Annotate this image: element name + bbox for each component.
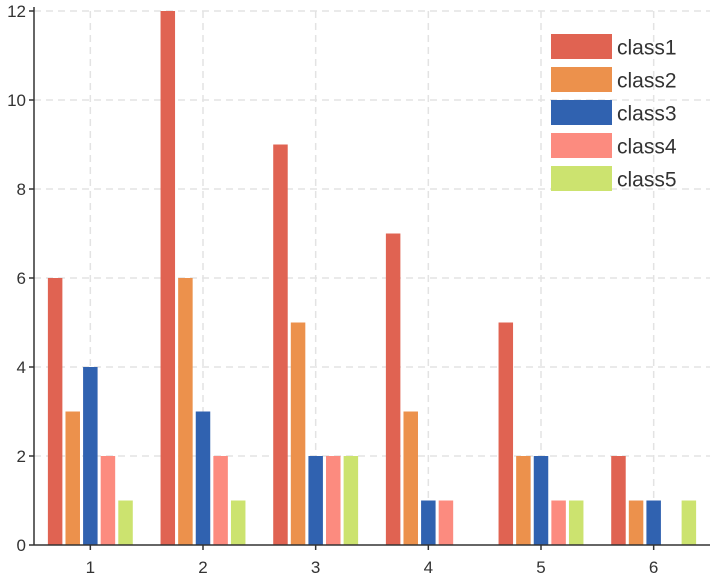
x-tick-label: 5 [536,558,545,577]
bar-class5-2 [230,500,246,545]
x-tick-label: 3 [311,558,320,577]
y-tick-label: 4 [17,358,26,377]
x-tick-label: 2 [198,558,207,577]
legend: class1 class2 class3 class4 class5 [551,34,677,192]
bar-class2-6 [628,500,644,545]
grid [34,10,710,545]
x-tick-label: 1 [86,558,95,577]
bar-class1-3 [273,144,288,545]
bar-class5-6 [681,500,697,545]
bar-class4-3 [326,456,341,545]
x-tick-label: 6 [649,558,658,577]
legend-label-class5: class5 [617,169,677,192]
x-tick-label: 4 [424,558,433,577]
legend-swatch-class5 [551,166,612,191]
bar-class3-6 [646,500,661,545]
legend-label-class2: class2 [617,70,677,93]
bar-class4-2 [213,456,228,545]
y-tick-label: 0 [17,536,26,555]
bar-class4-5 [551,500,566,545]
bar-class1-6 [611,456,626,545]
legend-label-class3: class3 [617,103,677,126]
bar-class3-4 [421,500,436,545]
bar-class5-5 [568,500,584,545]
legend-swatch-class2 [551,67,612,92]
bar-class1-5 [498,322,514,545]
bars [47,11,697,545]
bar-class1-4 [385,233,401,545]
bar-class1-2 [160,11,176,545]
bar-class2-3 [290,322,306,545]
legend-swatch-class3 [551,100,612,125]
bar-class2-2 [178,278,193,545]
bar-class2-4 [403,411,418,545]
bar-class1-1 [47,278,63,545]
bar-class3-3 [308,456,323,545]
y-tick-label: 6 [17,269,26,288]
bar-class3-5 [533,456,549,545]
bar-class2-1 [65,411,80,545]
y-tick-label: 2 [17,447,26,466]
legend-label-class1: class1 [617,37,677,60]
bar-class5-1 [118,500,133,545]
y-tick-label: 12 [7,2,26,21]
legend-swatch-class4 [551,133,612,158]
bar-class4-4 [438,500,454,545]
bar-class4-1 [100,456,116,545]
bar-class5-3 [343,456,359,545]
bar-class3-1 [83,367,98,545]
bar-class3-2 [195,411,211,545]
legend-label-class4: class4 [617,136,677,159]
y-tick-label: 10 [7,91,26,110]
bar-class2-5 [516,456,531,545]
y-tick-label: 8 [17,180,26,199]
legend-swatch-class1 [551,34,612,59]
